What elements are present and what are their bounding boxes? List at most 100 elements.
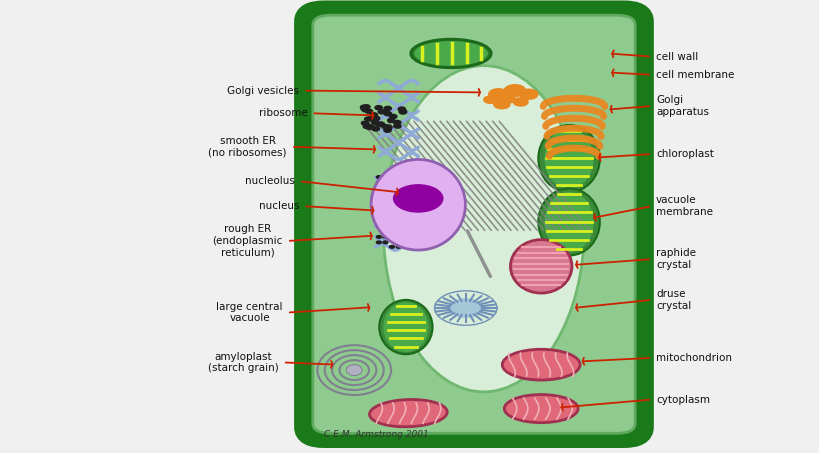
Circle shape [409, 221, 414, 224]
Circle shape [362, 106, 369, 110]
Circle shape [397, 107, 405, 111]
Ellipse shape [414, 41, 487, 66]
Text: mitochondrion: mitochondrion [655, 353, 731, 363]
Circle shape [409, 176, 414, 178]
Ellipse shape [509, 240, 572, 293]
Circle shape [402, 236, 407, 238]
Text: cytoplasm: cytoplasm [655, 395, 709, 405]
Circle shape [360, 106, 368, 111]
Text: nucleus: nucleus [259, 201, 299, 211]
Circle shape [377, 122, 384, 126]
Circle shape [362, 105, 369, 109]
Circle shape [402, 201, 407, 204]
Text: nucleolus: nucleolus [245, 176, 295, 186]
Text: smooth ER
(no ribosomes): smooth ER (no ribosomes) [208, 136, 287, 158]
Circle shape [376, 181, 381, 184]
Circle shape [376, 241, 381, 244]
Circle shape [376, 196, 381, 198]
Circle shape [493, 100, 509, 109]
Circle shape [382, 176, 387, 178]
Circle shape [393, 185, 442, 212]
Circle shape [371, 120, 378, 124]
Circle shape [376, 221, 381, 224]
Circle shape [382, 241, 387, 244]
Text: druse
crystal: druse crystal [655, 289, 690, 311]
Text: C E.M. Armstrong 2001: C E.M. Armstrong 2001 [324, 429, 428, 439]
Circle shape [382, 181, 387, 184]
Circle shape [382, 216, 387, 218]
Circle shape [361, 108, 369, 112]
Circle shape [382, 221, 387, 224]
Text: cell membrane: cell membrane [655, 70, 734, 80]
Circle shape [382, 201, 387, 204]
Circle shape [387, 118, 395, 122]
Text: rough ER
(endoplasmic
reticulum): rough ER (endoplasmic reticulum) [212, 224, 283, 258]
Circle shape [399, 109, 406, 113]
Circle shape [364, 117, 372, 121]
Text: Golgi vesicles: Golgi vesicles [227, 86, 299, 96]
Circle shape [372, 127, 379, 131]
Ellipse shape [537, 188, 600, 255]
FancyBboxPatch shape [313, 15, 635, 433]
Circle shape [409, 216, 414, 218]
Circle shape [393, 120, 400, 125]
Ellipse shape [537, 125, 600, 192]
Circle shape [389, 186, 394, 188]
Circle shape [396, 171, 400, 174]
Circle shape [384, 125, 391, 129]
Circle shape [375, 123, 382, 127]
Circle shape [396, 186, 400, 188]
Circle shape [389, 115, 396, 119]
Circle shape [513, 98, 527, 106]
Circle shape [383, 128, 391, 132]
Text: ribosome: ribosome [259, 108, 307, 118]
Circle shape [382, 196, 387, 198]
Circle shape [367, 125, 374, 129]
Circle shape [376, 201, 381, 204]
Circle shape [369, 113, 377, 117]
Circle shape [402, 181, 407, 184]
Ellipse shape [544, 129, 593, 189]
Ellipse shape [501, 349, 580, 380]
Ellipse shape [382, 302, 428, 352]
Circle shape [389, 246, 394, 248]
Circle shape [384, 112, 391, 116]
Text: chloroplast: chloroplast [655, 149, 713, 159]
Circle shape [402, 221, 407, 224]
Circle shape [396, 246, 400, 248]
Ellipse shape [544, 192, 593, 252]
Circle shape [365, 109, 373, 113]
Circle shape [389, 171, 394, 174]
Circle shape [371, 116, 378, 120]
Text: cell wall: cell wall [655, 52, 698, 62]
Circle shape [399, 110, 406, 114]
Circle shape [383, 106, 391, 111]
Circle shape [361, 121, 369, 125]
Circle shape [378, 110, 385, 114]
Circle shape [389, 231, 394, 234]
Circle shape [367, 116, 374, 120]
Circle shape [409, 236, 414, 238]
Ellipse shape [410, 39, 491, 68]
Circle shape [409, 201, 414, 204]
Circle shape [409, 241, 414, 244]
Text: raphide
crystal: raphide crystal [655, 248, 695, 270]
Circle shape [488, 89, 508, 100]
Circle shape [374, 106, 382, 110]
Circle shape [382, 236, 387, 238]
Circle shape [449, 299, 482, 317]
Circle shape [396, 211, 400, 214]
Ellipse shape [504, 395, 577, 423]
Circle shape [396, 226, 400, 228]
Circle shape [376, 216, 381, 218]
Circle shape [402, 241, 407, 244]
Text: vacuole
membrane: vacuole membrane [655, 195, 713, 217]
Circle shape [409, 181, 414, 184]
Circle shape [384, 126, 391, 130]
Ellipse shape [382, 66, 584, 392]
Circle shape [372, 116, 379, 120]
Ellipse shape [346, 365, 361, 375]
Circle shape [363, 125, 370, 129]
Circle shape [360, 105, 368, 109]
Circle shape [389, 211, 394, 214]
